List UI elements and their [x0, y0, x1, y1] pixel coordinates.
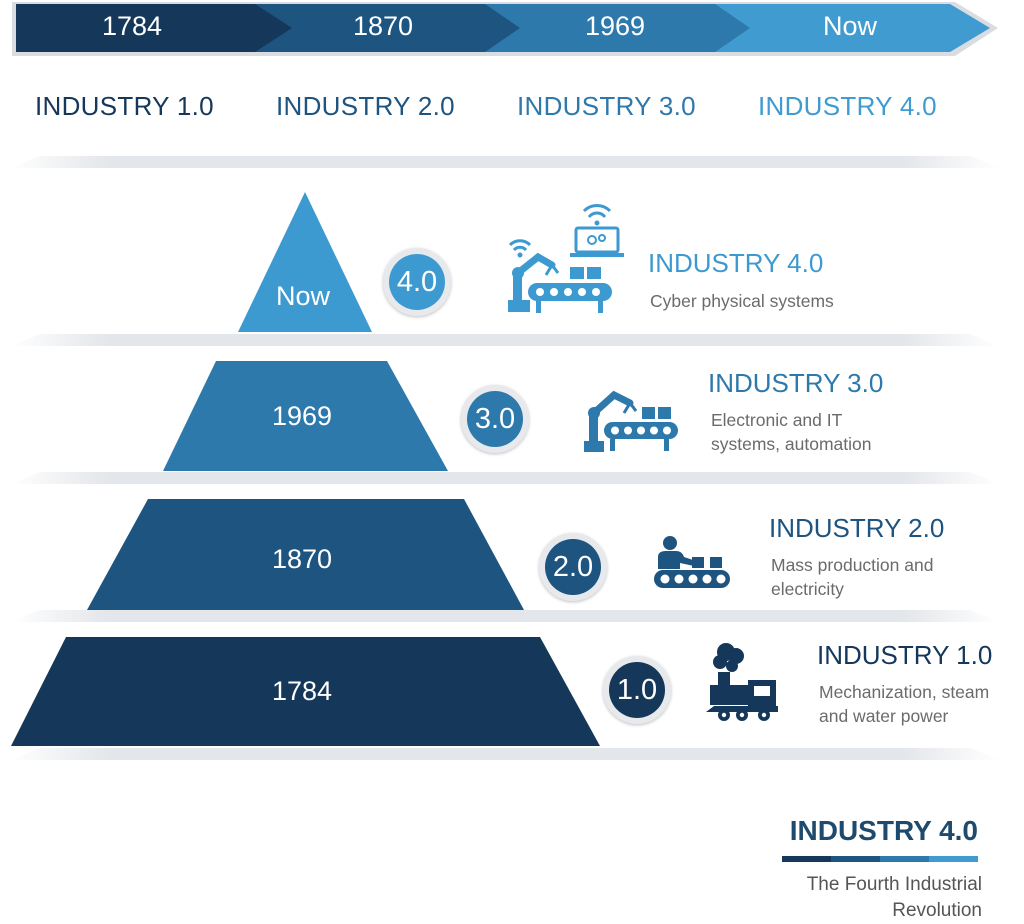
- tier-description-4: Cyber physical systems: [650, 291, 834, 311]
- timeline-label-4: Now: [822, 11, 877, 41]
- tier-badge-2: 2.0: [539, 533, 607, 601]
- footer-bar-2: [831, 856, 880, 862]
- pyramid-tier-2: [87, 499, 524, 610]
- footer-bar-4: [929, 856, 978, 862]
- footer-bar-3: [880, 856, 929, 862]
- tier-year-3: 1969: [271, 401, 333, 431]
- tier-description-2: Mass production and electricity: [771, 555, 934, 599]
- tier-title-2: INDUSTRY 2.0: [769, 513, 945, 543]
- timeline-label-2: 1870: [352, 11, 414, 41]
- era-heading-2: INDUSTRY 2.0: [276, 91, 455, 121]
- worker-conveyor-icon: [654, 536, 730, 588]
- timeline-segment-3: [470, 4, 750, 52]
- tier-year-4: Now: [275, 281, 330, 311]
- tier-badge-3: 3.0: [461, 385, 529, 453]
- timeline-segment-2: [245, 4, 520, 52]
- tier-title-4: INDUSTRY 4.0: [648, 248, 824, 278]
- pyramid-tier-3: [163, 361, 448, 471]
- timeline-segment-1: [16, 4, 292, 52]
- timeline-label-1: 1784: [101, 11, 163, 41]
- pyramid-tier-1: [11, 637, 600, 746]
- footer-title: INDUSTRY 4.0: [789, 815, 978, 846]
- robot-arm-iot-icon: [508, 204, 624, 313]
- timeline-label-3: 1969: [584, 11, 646, 41]
- robot-arm-conveyor-icon: [584, 390, 678, 452]
- tier-year-1: 1784: [271, 676, 333, 706]
- era-heading-4: INDUSTRY 4.0: [758, 91, 937, 121]
- timeline-segment-4: [705, 4, 990, 52]
- footer-subtitle: The Fourth Industrial Revolution: [806, 874, 982, 921]
- steam-locomotive-icon: [706, 643, 778, 721]
- tier-year-2: 1870: [271, 544, 333, 574]
- footer-bar-1: [782, 856, 831, 862]
- timeline-arrow: [12, 2, 998, 56]
- tier-description-3: Electronic and IT systems, automation: [711, 410, 872, 454]
- tier-description-1: Mechanization, steam and water power: [819, 682, 990, 726]
- tier-badge-4: 4.0: [383, 248, 451, 316]
- era-heading-3: INDUSTRY 3.0: [517, 91, 696, 121]
- pyramid-tier-4: [238, 192, 372, 332]
- era-heading-1: INDUSTRY 1.0: [35, 91, 214, 121]
- tier-title-3: INDUSTRY 3.0: [708, 368, 884, 398]
- tier-title-1: INDUSTRY 1.0: [817, 640, 993, 670]
- tier-badge-1: 1.0: [603, 656, 671, 724]
